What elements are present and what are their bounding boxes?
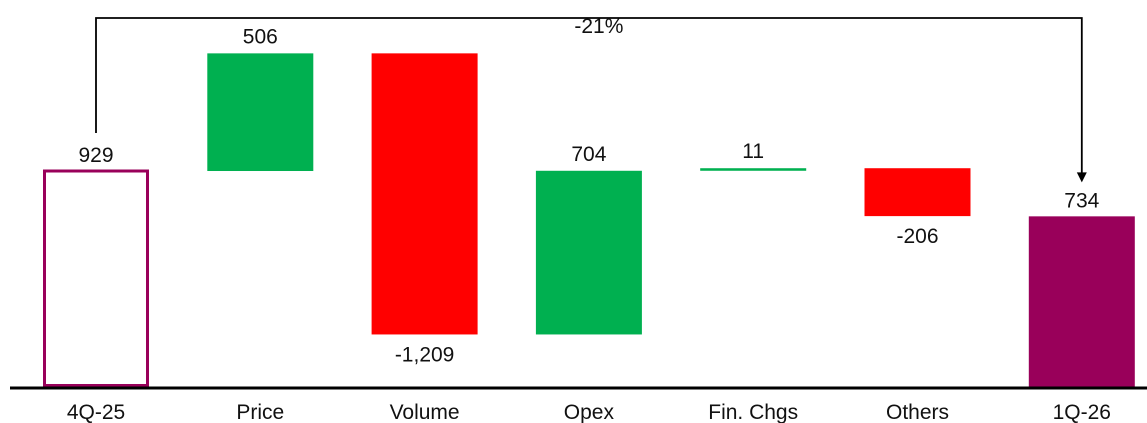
value-label-fin-chgs: 11 [742, 140, 764, 163]
bar-4q-25 [43, 169, 149, 387]
category-label-4q-25: 4Q-25 [67, 401, 125, 423]
value-label-4q-25: 929 [78, 144, 113, 167]
bar-opex [535, 170, 642, 335]
bar-volume [371, 53, 478, 335]
arrowhead-icon [1076, 172, 1087, 183]
category-label-price: Price [236, 401, 284, 423]
category-label-others: Others [886, 401, 949, 423]
category-label-opex: Opex [564, 401, 615, 423]
value-label-opex: 704 [571, 143, 606, 166]
value-label-others: -206 [896, 225, 938, 248]
value-label-1q-26: 734 [1064, 189, 1099, 212]
bars-layer [43, 53, 1135, 387]
value-label-price: 506 [243, 25, 278, 48]
change-connector-line [95, 17, 1083, 177]
bar-1q-26 [1028, 216, 1135, 387]
category-label-1q-26: 1Q-26 [1053, 401, 1111, 423]
bar-price [207, 53, 314, 172]
labels-layer: 929 4Q-25 506 Price -1,209 Volume 704 Opex 11 Fin… [67, 25, 1111, 423]
bar-fin-chgs [700, 168, 807, 171]
category-label-volume: Volume [390, 401, 460, 423]
category-label-fin-chgs: Fin. Chgs [708, 401, 798, 423]
bar-others [864, 168, 971, 217]
change-label: -21% [574, 15, 623, 38]
value-label-volume: -1,209 [395, 343, 455, 366]
